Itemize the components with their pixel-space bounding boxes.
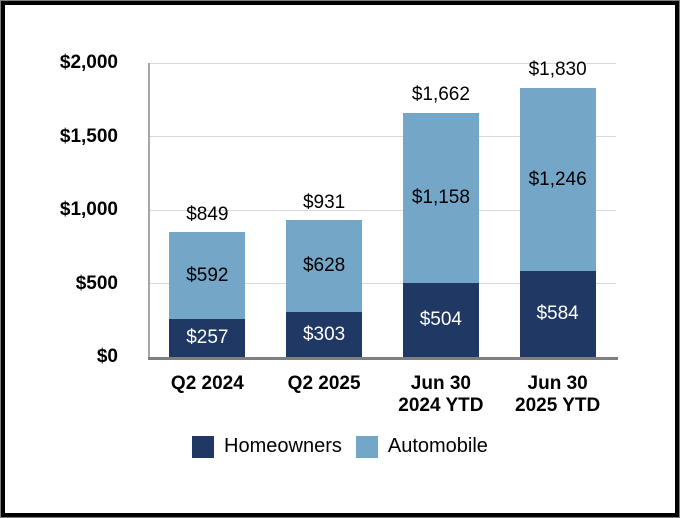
legend-label: Homeowners — [224, 435, 342, 457]
legend-item-homeowners: Homeowners — [192, 435, 342, 458]
y-axis-tick-label: $500 — [75, 272, 118, 294]
bar-segment-automobile — [402, 112, 479, 283]
x-axis-category-line: Jun 30 — [410, 373, 471, 394]
gridline — [149, 62, 616, 64]
bar-segment-homeowners — [286, 312, 363, 357]
y-axis-tick-label: $1,500 — [59, 125, 118, 147]
x-axis-category-line: Q2 2025 — [287, 373, 361, 394]
bar-total-label: $1,662 — [411, 84, 470, 106]
y-axis-tick-label: $0 — [96, 346, 118, 367]
bar-total-label: $849 — [186, 203, 229, 225]
bar-segment-label: $504 — [419, 308, 463, 330]
bar-segment-automobile — [169, 232, 246, 320]
y-axis-tick-label: $2,000 — [59, 52, 118, 73]
x-axis-line — [148, 357, 618, 360]
chart-stage: $2,000 $1,500 $1,000 $500 $0 $257 $592 $849 Q2 … — [5, 5, 675, 513]
gridline — [149, 136, 616, 137]
bar-segment-label: $592 — [186, 264, 229, 286]
x-axis-category-line: 2024 YTD — [398, 395, 484, 416]
bar-segment-automobile — [519, 87, 596, 272]
bar-segment-label: $584 — [536, 303, 579, 325]
legend: Homeowners Automobile — [5, 435, 675, 458]
gridline — [149, 283, 616, 284]
bar-total-label: $1,830 — [528, 59, 587, 81]
bar-segment-homeowners — [519, 271, 596, 357]
x-axis-category-line: Jun 30 — [527, 373, 588, 394]
bar-segment-label: $257 — [186, 327, 229, 349]
x-axis-category-label: Jun 30 2025 YTD — [493, 373, 623, 417]
x-axis-category-line: Q2 2024 — [170, 373, 244, 394]
legend-swatch-icon — [192, 435, 215, 458]
legend-swatch-icon — [355, 435, 378, 458]
bar-segment-label: $1,158 — [411, 186, 470, 208]
y-axis-tick-label: $1,000 — [59, 199, 118, 220]
bars-layer: $257 $592 $849 Q2 2024 $303 $628 $931 Q2 2025 $5… — [5, 5, 675, 513]
y-axis-line — [148, 63, 150, 357]
x-axis-category-line: 2025 YTD — [515, 395, 601, 416]
legend-item-automobile: Automobile — [355, 435, 488, 458]
x-axis-category-label: Q2 2025 — [259, 373, 389, 395]
x-axis-category-label: Jun 30 2024 YTD — [376, 373, 506, 417]
bar-segment-homeowners — [402, 282, 479, 357]
bar-segment-label: $303 — [302, 323, 346, 345]
bar-segment-automobile — [286, 220, 363, 313]
legend-label: Automobile — [387, 435, 488, 457]
x-axis-category-label: Q2 2024 — [142, 373, 272, 395]
bar-segment-label: $628 — [302, 255, 346, 277]
bar-segment-homeowners — [169, 319, 246, 357]
bar-segment-label: $1,246 — [528, 168, 587, 190]
gridline — [149, 209, 616, 211]
bar-total-label: $931 — [302, 191, 346, 213]
